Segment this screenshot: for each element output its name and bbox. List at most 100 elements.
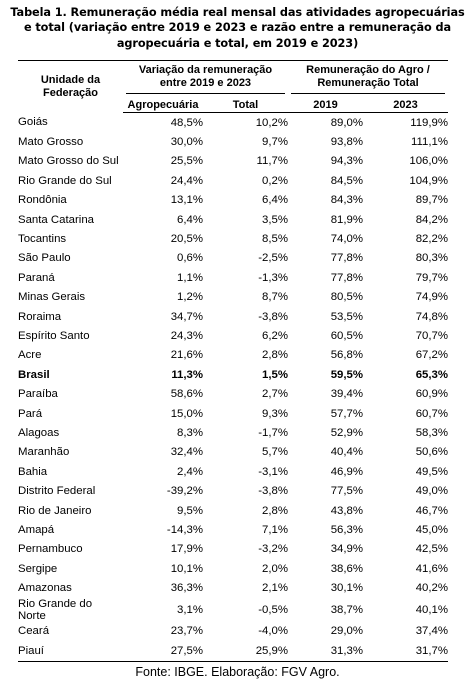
cell-ratio-2019: 77,5% xyxy=(330,485,363,498)
table-row: Amazonas 36,3% 2,1% 30,1% 40,2% xyxy=(18,578,448,597)
cell-total-variation: 2,0% xyxy=(262,562,288,575)
cell-ratio-2019: 46,9% xyxy=(330,465,363,478)
table-row: Roraima 34,7% -3,8% 53,5% 74,8% xyxy=(18,307,448,326)
cell-agro-variation: 24,3% xyxy=(170,329,203,342)
cell-agro-variation: 30,0% xyxy=(170,136,203,149)
cell-uf: Bahia xyxy=(18,465,48,478)
cell-total-variation: -4,0% xyxy=(258,625,288,638)
cell-ratio-2023: 40,1% xyxy=(415,603,448,616)
header-ratio-group-label: Remuneração do Agro / Remuneração Total xyxy=(291,64,445,94)
table-row: Brasil 11,3% 1,5% 59,5% 65,3% xyxy=(18,365,448,384)
cell-uf: Piauí xyxy=(18,641,123,662)
header-total: Total xyxy=(203,97,288,113)
table-row: Mato Grosso 30,0% 9,7% 93,8% 111,1% xyxy=(18,132,448,151)
cell-total-variation: 5,7% xyxy=(262,446,288,459)
cell-ratio-2019: 34,9% xyxy=(330,543,363,556)
cell-total-variation: -1,7% xyxy=(258,426,288,439)
table-row: São Paulo 0,6% -2,5% 77,8% 80,3% xyxy=(18,249,448,268)
cell-total-variation: -1,3% xyxy=(258,271,288,284)
cell-uf: Amapá xyxy=(18,523,55,536)
cell-total-variation: 0,2% xyxy=(262,174,288,187)
cell-ratio-2023: 111,1% xyxy=(411,136,448,149)
cell-ratio-2019: 40,4% xyxy=(330,446,363,459)
cell-ratio-2023: 31,7% xyxy=(363,641,448,662)
table-row: Alagoas 8,3% -1,7% 52,9% 58,3% xyxy=(18,423,448,442)
cell-ratio-2023: 104,9% xyxy=(409,174,448,187)
cell-ratio-2019: 29,0% xyxy=(330,625,363,638)
cell-ratio-2023: 80,3% xyxy=(415,252,448,265)
cell-uf: Acre xyxy=(18,349,42,362)
cell-agro-variation: 10,1% xyxy=(170,562,203,575)
cell-total-variation: -2,5% xyxy=(258,252,288,265)
cell-uf: Espírito Santo xyxy=(18,329,90,342)
header-variation-group: Variação da remuneração entre 2019 e 202… xyxy=(123,60,288,97)
cell-ratio-2023: 67,2% xyxy=(415,349,448,362)
cell-agro-variation: 1,1% xyxy=(177,271,203,284)
cell-ratio-2019: 74,0% xyxy=(330,233,363,246)
cell-uf: Sergipe xyxy=(18,562,58,575)
cell-total-variation: 2,7% xyxy=(262,388,288,401)
cell-agro-variation: -14,3% xyxy=(166,523,203,536)
table-row: Acre 21,6% 2,8% 56,8% 67,2% xyxy=(18,346,448,365)
cell-ratio-2019: 81,9% xyxy=(330,213,363,226)
cell-agro-variation: 34,7% xyxy=(170,310,203,323)
cell-uf: Paraná xyxy=(18,271,55,284)
cell-total-variation: 7,1% xyxy=(262,523,288,536)
cell-ratio-2023: 84,2% xyxy=(415,213,448,226)
cell-total-variation: 2,8% xyxy=(262,504,288,517)
cell-agro-variation: 48,5% xyxy=(170,116,203,129)
cell-uf: Paraíba xyxy=(18,388,58,401)
cell-agro-variation: 9,5% xyxy=(177,504,203,517)
cell-agro-variation: 11,3% xyxy=(171,368,203,381)
cell-uf: Ceará xyxy=(18,625,50,638)
cell-ratio-2023: 45,0% xyxy=(415,523,448,536)
cell-ratio-2023: 60,7% xyxy=(415,407,448,420)
cell-ratio-2023: 82,2% xyxy=(415,233,448,246)
cell-agro-variation: -39,2% xyxy=(166,485,203,498)
cell-ratio-2019: 80,5% xyxy=(330,291,363,304)
cell-uf: Rio Grande do Sul xyxy=(18,174,112,187)
cell-agro-variation: 32,4% xyxy=(170,446,203,459)
table-row: Amapá -14,3% 7,1% 56,3% 45,0% xyxy=(18,520,448,539)
cell-ratio-2019: 56,3% xyxy=(330,523,363,536)
cell-ratio-2023: 74,8% xyxy=(415,310,448,323)
cell-agro-variation: 15,0% xyxy=(170,407,203,420)
source-note: Fonte: IBGE. Elaboração: FGV Agro. xyxy=(135,665,340,679)
cell-total-variation: 25,9% xyxy=(203,641,288,662)
header-2019: 2019 xyxy=(288,97,363,113)
cell-uf: Alagoas xyxy=(18,426,60,439)
cell-ratio-2023: 79,7% xyxy=(415,271,448,284)
cell-total-variation: -0,5% xyxy=(258,603,288,616)
cell-uf: Pernambuco xyxy=(18,543,83,556)
header-variation-group-label: Variação da remuneração entre 2019 e 202… xyxy=(126,64,285,94)
remuneration-table: Unidade da Federação Variação da remuner… xyxy=(18,60,448,662)
table-row: Sergipe 10,1% 2,0% 38,6% 41,6% xyxy=(18,559,448,578)
cell-agro-variation: 25,5% xyxy=(170,155,203,168)
cell-ratio-2019: 30,1% xyxy=(330,582,363,595)
table-row: Mato Grosso do Sul 25,5% 11,7% 94,3% 106,0% xyxy=(18,152,448,171)
header-ratio-group: Remuneração do Agro / Remuneração Total xyxy=(288,60,448,97)
cell-ratio-2023: 40,2% xyxy=(415,582,448,595)
table-row: Minas Gerais 1,2% 8,7% 80,5% 74,9% xyxy=(18,288,448,307)
cell-agro-variation: 13,1% xyxy=(170,194,203,207)
cell-ratio-2019: 59,5% xyxy=(330,368,363,381)
cell-agro-variation: 21,6% xyxy=(170,349,203,362)
table-row: Piauí 27,5% 25,9% 31,3% 31,7% xyxy=(18,641,448,662)
cell-uf: Rondônia xyxy=(18,194,67,207)
cell-uf: Maranhão xyxy=(18,446,70,459)
cell-ratio-2023: 50,6% xyxy=(415,446,448,459)
table-row: Pernambuco 17,9% -3,2% 34,9% 42,5% xyxy=(18,540,448,559)
cell-ratio-2023: 46,7% xyxy=(415,504,448,517)
cell-uf: Minas Gerais xyxy=(18,291,86,304)
cell-ratio-2023: 70,7% xyxy=(415,329,448,342)
cell-ratio-2023: 119,9% xyxy=(410,116,448,129)
cell-agro-variation: 36,3% xyxy=(170,582,203,595)
cell-ratio-2019: 57,7% xyxy=(330,407,363,420)
table-row: Ceará 23,7% -4,0% 29,0% 37,4% xyxy=(18,622,448,641)
cell-ratio-2023: 37,4% xyxy=(415,625,448,638)
cell-ratio-2019: 31,3% xyxy=(288,641,363,662)
cell-ratio-2019: 38,7% xyxy=(330,603,363,616)
cell-total-variation: 11,7% xyxy=(256,155,288,168)
cell-ratio-2019: 52,9% xyxy=(330,426,363,439)
